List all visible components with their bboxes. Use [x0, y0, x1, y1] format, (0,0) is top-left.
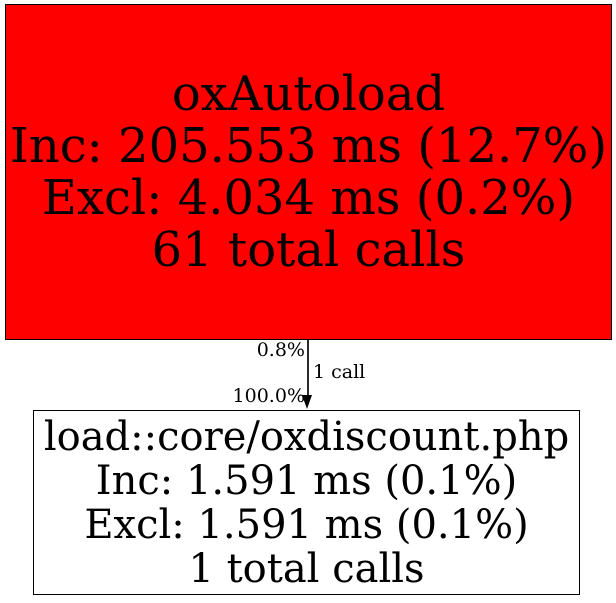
- callee-node-inclusive-time: Inc: 1.591 ms (0.1%): [95, 457, 518, 504]
- node-callee-oxdiscount: load::core/oxdiscount.php Inc: 1.591 ms …: [33, 410, 580, 595]
- node-caller-oxautoload: oxAutoload Inc: 205.553 ms (12.7%) Excl:…: [5, 4, 612, 340]
- edge-label-target-percentage: 100.0%: [232, 385, 305, 407]
- arrow-down-icon: [302, 395, 312, 409]
- callee-node-total-calls: 1 total calls: [188, 545, 425, 592]
- edge-arrow-line: [307, 340, 309, 397]
- callee-node-exclusive-time: Excl: 1.591 ms (0.1%): [84, 501, 529, 548]
- callee-node-title: load::core/oxdiscount.php: [43, 413, 570, 460]
- caller-node-inclusive-time: Inc: 205.553 ms (12.7%): [9, 118, 608, 174]
- edge-label-source-percentage: 0.8%: [256, 339, 305, 361]
- edge-label-call-count: 1 call: [313, 361, 366, 383]
- caller-node-exclusive-time: Excl: 4.034 ms (0.2%): [41, 170, 576, 226]
- caller-node-title: oxAutoload: [171, 66, 446, 122]
- caller-node-total-calls: 61 total calls: [151, 222, 466, 278]
